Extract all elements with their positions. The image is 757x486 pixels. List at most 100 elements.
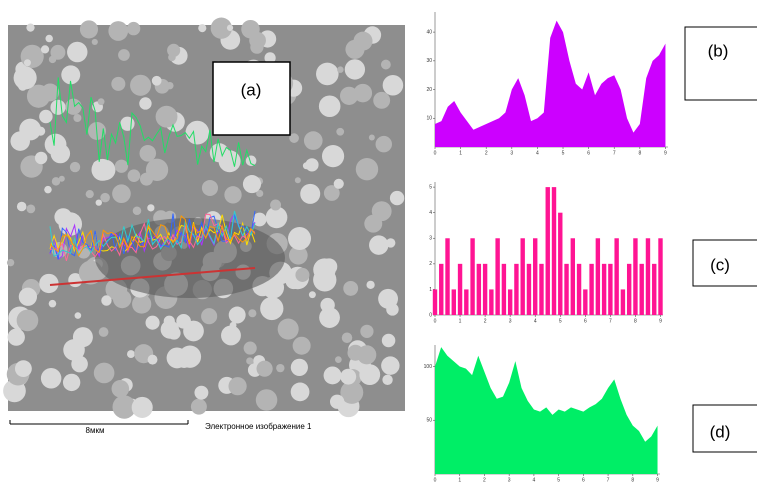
particle (35, 152, 47, 164)
bar (646, 238, 650, 315)
particle (227, 25, 233, 31)
y-tick-label: 50 (426, 418, 432, 424)
particle (246, 156, 257, 167)
x-tick-label: 5 (557, 477, 560, 483)
particle (70, 162, 80, 172)
particle (120, 117, 134, 131)
particle (345, 59, 365, 79)
bar (445, 238, 449, 315)
particle (156, 106, 178, 128)
x-tick-label: 7 (607, 477, 610, 483)
bar (452, 289, 456, 315)
bar (470, 238, 474, 315)
particle (101, 295, 111, 305)
x-tick-label: 3 (510, 150, 513, 156)
x-tick-label: 2 (483, 477, 486, 483)
particle (373, 92, 390, 109)
bar (571, 238, 575, 315)
bar (596, 238, 600, 315)
x-tick-label: 7 (609, 318, 612, 324)
particle (246, 357, 253, 364)
particle (243, 175, 261, 193)
particle (146, 316, 160, 330)
particle (99, 327, 109, 337)
x-tick-label: 9 (656, 477, 659, 483)
particle (270, 199, 281, 210)
particle (319, 95, 341, 117)
particle (372, 201, 392, 221)
bar (564, 264, 568, 315)
particle (335, 356, 342, 363)
particle (319, 307, 340, 328)
particle (356, 158, 378, 180)
particle (17, 310, 39, 332)
particle (164, 316, 175, 327)
x-tick-label: 1 (459, 318, 462, 324)
particle (324, 366, 342, 384)
particle (52, 177, 60, 185)
particle (167, 348, 188, 369)
bar (439, 264, 443, 315)
particle (127, 350, 135, 358)
x-tick-label: 3 (508, 477, 511, 483)
particle (21, 45, 44, 68)
particle (19, 288, 37, 306)
particle (336, 128, 344, 136)
particle (353, 32, 372, 51)
bar (577, 264, 581, 315)
x-tick-label: 8 (631, 477, 634, 483)
panel-label: (c) (710, 255, 730, 274)
particle (390, 191, 404, 205)
particle (112, 380, 130, 398)
bar (614, 238, 618, 315)
particle (168, 54, 176, 62)
bar (458, 264, 462, 315)
particle (244, 342, 257, 355)
particle (7, 259, 14, 266)
particle (71, 356, 88, 373)
y-tick-label: 1 (429, 287, 432, 293)
y-tick-label: 30 (426, 58, 432, 64)
bar (633, 238, 637, 315)
particle (8, 329, 25, 346)
y-tick-label: 3 (429, 236, 432, 242)
particle (111, 77, 125, 91)
particle (228, 377, 246, 395)
x-tick-label: 3 (509, 318, 512, 324)
particle (229, 307, 246, 324)
particle (224, 186, 241, 203)
particle (269, 398, 276, 405)
particle (51, 144, 71, 164)
bar (433, 289, 437, 315)
bar (602, 264, 606, 315)
bar (533, 238, 537, 315)
particle (322, 145, 344, 167)
particle (113, 290, 131, 308)
bar (527, 264, 531, 315)
bar (520, 238, 524, 315)
particle (85, 265, 97, 277)
bar (558, 213, 562, 315)
particle (291, 383, 310, 402)
particle (45, 35, 52, 42)
y-tick-label: 0 (429, 312, 432, 318)
particle (75, 312, 82, 319)
particle (44, 186, 52, 194)
particle (291, 359, 308, 376)
bar (539, 264, 543, 315)
particle (147, 204, 154, 211)
panel-label: (a) (241, 80, 262, 99)
x-tick-label: 9 (659, 318, 662, 324)
panel-label: (d) (710, 422, 731, 441)
x-tick-label: 7 (613, 150, 616, 156)
particle (93, 161, 101, 169)
particle (39, 110, 52, 123)
bar (658, 238, 662, 315)
bar (552, 187, 556, 315)
x-tick-label: 0 (434, 318, 437, 324)
bar (514, 264, 518, 315)
y-tick-label: 40 (426, 29, 432, 35)
x-tick-label: 6 (587, 150, 590, 156)
particle (293, 337, 311, 355)
particle (133, 206, 142, 215)
